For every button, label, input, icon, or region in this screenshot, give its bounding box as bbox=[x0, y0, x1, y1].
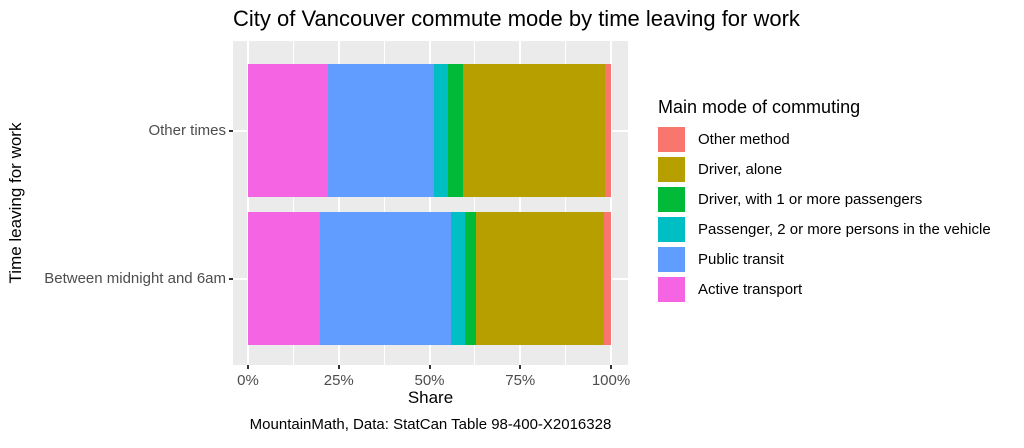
legend-key-swatch bbox=[658, 127, 685, 152]
legend: Main mode of commuting Other method Drive… bbox=[658, 97, 991, 307]
major-gridline bbox=[428, 41, 431, 365]
legend-entry: Driver, with 1 or more passengers bbox=[658, 187, 991, 212]
x-tick-label: 100% bbox=[591, 372, 631, 389]
minor-gridline bbox=[383, 41, 385, 365]
legend-key-swatch bbox=[658, 277, 685, 302]
y-tick-mark bbox=[229, 277, 233, 280]
bar-segment bbox=[448, 64, 463, 197]
bar-segment bbox=[248, 64, 328, 197]
major-gridline bbox=[519, 41, 522, 365]
bar-segment bbox=[462, 64, 606, 197]
major-gridline bbox=[610, 41, 612, 365]
legend-key-swatch bbox=[658, 217, 685, 242]
bar-segment bbox=[451, 212, 466, 345]
x-axis-title: Share bbox=[407, 388, 454, 407]
legend-key-swatch bbox=[658, 187, 685, 212]
legend-entry-label: Driver, alone bbox=[698, 161, 783, 178]
legend-entries: Other method Driver, alone Driver, with 1 … bbox=[658, 127, 991, 302]
x-tick-mark bbox=[337, 365, 340, 369]
stacked-bar bbox=[248, 212, 611, 345]
legend-title: Main mode of commuting bbox=[658, 97, 861, 117]
legend-entry: Other method bbox=[658, 127, 991, 152]
chart-caption: MountainMath, Data: StatCan Table 98-400… bbox=[249, 416, 612, 433]
major-gridline bbox=[247, 41, 249, 365]
bar-segment bbox=[465, 212, 476, 345]
x-tick-label: 0% bbox=[237, 372, 259, 389]
bar-segment bbox=[433, 64, 448, 197]
x-tick-mark bbox=[247, 365, 249, 369]
legend-entry-label: Driver, with 1 or more passengers bbox=[698, 191, 923, 208]
y-axis-title: Time leaving for work bbox=[6, 122, 25, 284]
legend-entry-label: Other method bbox=[698, 131, 790, 148]
legend-entry: Active transport bbox=[658, 277, 991, 302]
stacked-bar bbox=[248, 64, 611, 197]
legend-entry: Public transit bbox=[658, 247, 991, 272]
major-gridline bbox=[337, 41, 340, 365]
bar-segment bbox=[605, 64, 611, 197]
plot-panel bbox=[233, 41, 628, 365]
legend-key-swatch bbox=[658, 157, 685, 182]
chart-title: City of Vancouver commute mode by time l… bbox=[233, 6, 800, 31]
bar-segment bbox=[248, 212, 320, 345]
minor-gridline bbox=[292, 41, 294, 365]
bar-segment bbox=[604, 212, 611, 345]
x-tick-mark bbox=[610, 365, 612, 369]
y-tick-label: Between midnight and 6am bbox=[44, 269, 226, 287]
minor-gridline bbox=[565, 41, 567, 365]
minor-gridline bbox=[474, 41, 476, 365]
y-tick-label: Other times bbox=[148, 121, 226, 139]
x-tick-mark bbox=[428, 365, 431, 369]
bar-segment bbox=[475, 212, 605, 345]
x-tick-label: 50% bbox=[414, 372, 445, 389]
bar-segment bbox=[327, 64, 434, 197]
legend-entry-label: Public transit bbox=[698, 251, 784, 268]
bar-segment bbox=[319, 212, 452, 345]
x-tick-mark bbox=[519, 365, 522, 369]
legend-entry: Passenger, 2 or more persons in the vehi… bbox=[658, 217, 991, 242]
legend-key-swatch bbox=[658, 247, 685, 272]
y-tick-mark bbox=[229, 129, 233, 132]
x-tick-label: 25% bbox=[323, 372, 354, 389]
legend-entry: Driver, alone bbox=[658, 157, 991, 182]
legend-entry-label: Passenger, 2 or more persons in the vehi… bbox=[698, 221, 991, 238]
x-tick-label: 75% bbox=[505, 372, 536, 389]
legend-entry-label: Active transport bbox=[698, 281, 803, 298]
